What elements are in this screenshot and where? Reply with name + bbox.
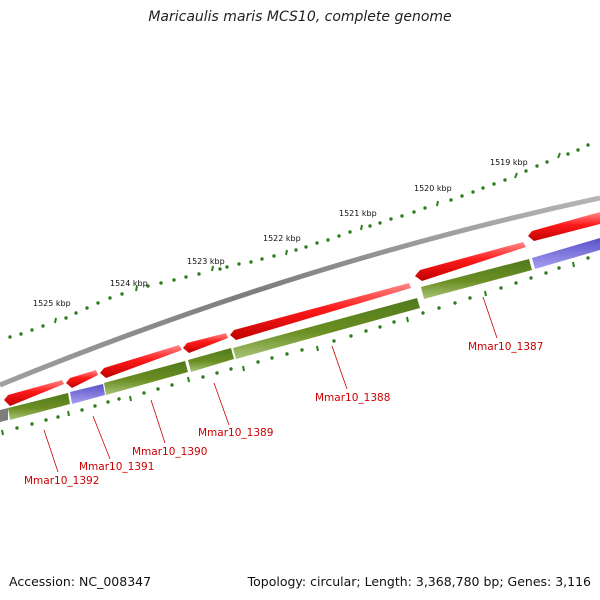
feature-segment: [532, 238, 600, 269]
scale-label: 1520 kbp: [414, 184, 452, 193]
feature-segment: [188, 348, 234, 372]
genome-summary-text: Topology: circular; Length: 3,368,780 bp…: [247, 574, 591, 589]
feature-segment: [104, 361, 188, 395]
gene-label-mmar10-1390[interactable]: Mmar10_1390: [132, 446, 207, 458]
gene-label-mmar10-1387[interactable]: Mmar10_1387: [468, 341, 543, 353]
gene-label-mmar10-1392[interactable]: Mmar10_1392: [24, 475, 99, 487]
genome-title: Maricaulis maris MCS10, complete genome: [148, 9, 452, 25]
scale-label: 1525 kbp: [33, 299, 71, 308]
gene-label-mmar10-1389[interactable]: Mmar10_1389: [198, 427, 273, 439]
cds-segment: [528, 212, 600, 241]
cds-segment: [4, 380, 64, 406]
gene-labels: Mmar10_1387 Mmar10_1388 Mmar10_1389 Mmar…: [24, 341, 543, 487]
gene-label-leaders: [43, 296, 498, 473]
gene-label-mmar10-1391[interactable]: Mmar10_1391: [79, 461, 154, 473]
feature-segment: [70, 384, 105, 404]
inner-scale: [1, 256, 590, 436]
reverse-feature-track: [0, 238, 600, 422]
accession-text: Accession: NC_008347: [9, 574, 152, 589]
scale-label: 1519 kbp: [490, 158, 528, 167]
feature-segment: [8, 393, 70, 420]
cds-segment: [415, 242, 526, 281]
gene-label-mmar10-1388[interactable]: Mmar10_1388: [315, 392, 390, 404]
cds-segment: [183, 333, 228, 353]
genome-backbone: [0, 195, 600, 388]
feature-segment: [0, 408, 8, 422]
scale-label: 1521 kbp: [339, 209, 377, 218]
cds-segment: [230, 283, 411, 340]
scale-labels: 1519 kbp 1520 kbp 1521 kbp 1522 kbp 1523…: [33, 158, 528, 308]
cds-segment: [66, 370, 98, 388]
cds-segment: [100, 345, 182, 378]
outer-scale: [8, 143, 590, 339]
scale-label: 1523 kbp: [187, 257, 225, 266]
feature-segment: [421, 259, 532, 299]
feature-segment: [233, 298, 420, 359]
forward-cds-track: [4, 212, 600, 406]
scale-label: 1524 kbp: [110, 279, 148, 288]
scale-label: 1522 kbp: [263, 234, 301, 243]
